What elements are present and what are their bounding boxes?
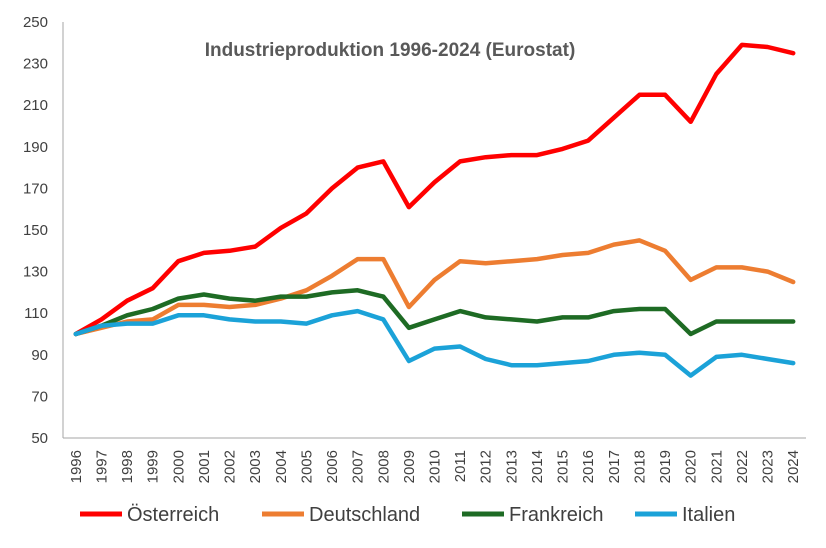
legend: Österreich Deutschland Frankreich Italien <box>80 504 735 526</box>
x-tick-label: 1996 <box>68 450 85 483</box>
x-tick-label: 2006 <box>324 450 341 483</box>
legend-label: Frankreich <box>509 504 603 526</box>
series-layer <box>73 42 796 378</box>
x-tick-label: 2019 <box>657 450 674 483</box>
legend-label: Deutschland <box>309 504 420 526</box>
x-tick-label: 2018 <box>631 450 648 483</box>
x-tick-label: 2015 <box>555 450 572 483</box>
x-tick-label: 2011 <box>452 450 469 482</box>
series-line-deutschland <box>73 238 796 337</box>
x-tick-label: 2017 <box>606 450 623 483</box>
x-tick-label: 2001 <box>196 450 213 483</box>
series-line-frankreich <box>73 288 796 337</box>
x-tick-label: 2000 <box>170 450 187 483</box>
y-tick-label: 210 <box>23 97 48 114</box>
x-tick-label: 2009 <box>401 450 418 483</box>
x-tick-label: 2012 <box>478 450 495 483</box>
y-tick-label: 230 <box>23 56 48 73</box>
y-tick-label: 110 <box>24 305 48 322</box>
y-axis-ticks: 50 70 90 110 130 150 170 190 210 230 250 <box>23 14 48 447</box>
series-line-italien <box>73 308 796 378</box>
legend-label: Österreich <box>127 504 219 526</box>
y-tick-label: 250 <box>23 14 48 31</box>
x-tick-label: 2005 <box>298 450 315 483</box>
x-tick-label: 2007 <box>350 450 367 483</box>
x-tick-label: 2020 <box>683 450 700 483</box>
y-tick-label: 90 <box>31 347 48 364</box>
series-line--sterreich <box>73 42 796 337</box>
x-tick-label: 2013 <box>503 450 520 483</box>
chart-title: Industrieproduktion 1996-2024 (Eurostat) <box>205 40 576 61</box>
x-tick-label: 2008 <box>375 450 392 483</box>
y-tick-label: 150 <box>23 222 48 239</box>
x-tick-label: 2024 <box>785 450 802 483</box>
x-tick-label: 2022 <box>734 450 751 483</box>
y-tick-label: 170 <box>23 180 48 197</box>
x-tick-label: 2014 <box>529 450 546 483</box>
y-tick-label: 50 <box>31 430 48 447</box>
x-tick-label: 2021 <box>708 450 725 483</box>
legend-label: Italien <box>682 504 735 526</box>
x-tick-label: 2010 <box>427 450 444 483</box>
x-tick-label: 2002 <box>222 450 239 483</box>
x-tick-label: 2023 <box>760 450 777 483</box>
x-tick-label: 2004 <box>273 450 290 483</box>
y-tick-label: 70 <box>31 388 48 405</box>
x-axis-ticks: 1996 1997 1998 1999 2000 2001 2002 2003 2004 2005… <box>68 450 802 483</box>
y-tick-label: 190 <box>23 139 48 156</box>
x-tick-label: 2016 <box>580 450 597 483</box>
x-tick-label: 2003 <box>247 450 264 483</box>
x-tick-label: 1997 <box>93 450 110 483</box>
x-tick-label: 1998 <box>119 450 136 483</box>
y-tick-label: 130 <box>23 264 48 281</box>
x-tick-label: 1999 <box>145 450 162 483</box>
